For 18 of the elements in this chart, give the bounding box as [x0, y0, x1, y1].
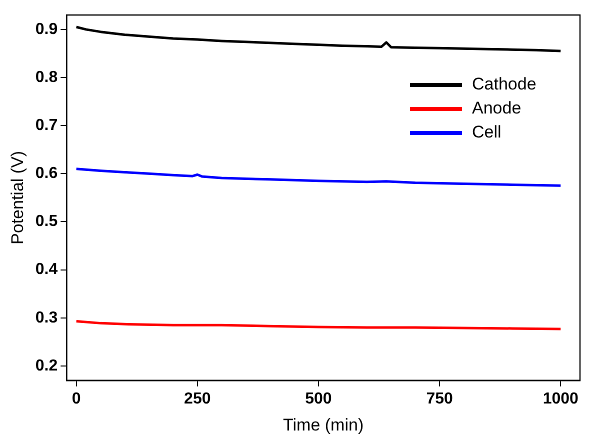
- y-tick-label: 0.4: [35, 261, 58, 278]
- x-tick-label: 750: [426, 390, 453, 408]
- y-axis-title: Potential (V): [8, 150, 27, 244]
- legend-label: Cell: [472, 122, 502, 142]
- y-tick-label: 0.6: [35, 165, 58, 182]
- x-tick-label: 500: [305, 390, 332, 408]
- y-tick-label: 0.8: [35, 68, 58, 86]
- y-tick-label: 0.5: [35, 213, 58, 230]
- y-tick-label: 0.9: [35, 20, 58, 38]
- x-tick-label: 0: [72, 390, 81, 408]
- y-tick-label: 0.7: [35, 116, 58, 134]
- y-tick-label: 0.3: [35, 309, 58, 326]
- legend-label: Anode: [472, 98, 522, 118]
- x-tick-label: 250: [184, 390, 211, 408]
- x-axis-title: Time (min): [283, 415, 364, 434]
- y-tick-label: 0.2: [35, 357, 58, 374]
- legend-label: Cathode: [472, 74, 536, 94]
- x-tick-label: 1000: [542, 390, 579, 408]
